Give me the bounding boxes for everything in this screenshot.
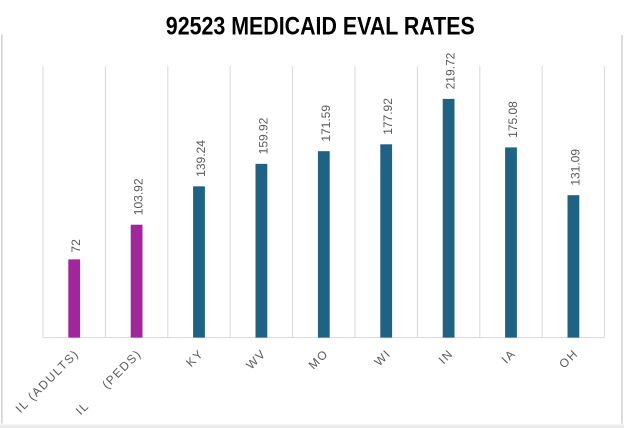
svg-text:103.92: 103.92	[132, 178, 146, 215]
svg-text:72: 72	[69, 239, 83, 253]
svg-text:171.59: 171.59	[319, 105, 333, 142]
svg-text:139.24: 139.24	[194, 140, 208, 177]
svg-text:131.09: 131.09	[568, 149, 582, 186]
svg-text:175.08: 175.08	[506, 101, 520, 138]
svg-text:159.92: 159.92	[256, 117, 270, 154]
svg-text:177.92: 177.92	[381, 98, 395, 135]
svg-text:92523 MEDICAID EVAL RATES: 92523 MEDICAID EVAL RATES	[166, 13, 475, 40]
svg-text:219.72: 219.72	[444, 52, 458, 89]
